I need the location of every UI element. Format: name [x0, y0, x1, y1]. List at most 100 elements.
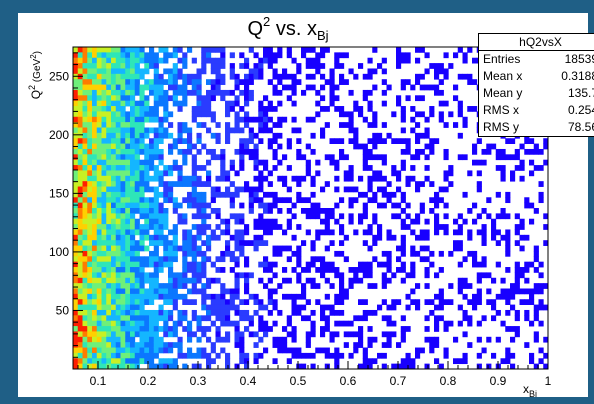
heatmap-cell: [220, 320, 226, 327]
heatmap-cell: [196, 197, 202, 204]
heatmap-cell: [153, 347, 159, 354]
heatmap-cell: [429, 111, 435, 118]
heatmap-cell: [196, 320, 202, 327]
heatmap-cell: [410, 272, 416, 279]
heatmap-cell: [248, 89, 254, 96]
heatmap-cell: [87, 309, 93, 316]
heatmap-cell: [476, 320, 482, 327]
heatmap-cell: [144, 165, 150, 171]
heatmap-cell: [495, 148, 501, 155]
heatmap-cell: [362, 272, 368, 279]
heatmap-cell: [258, 213, 264, 220]
heatmap-cell: [115, 159, 121, 166]
heatmap-cell: [263, 326, 269, 332]
heatmap-cell: [130, 277, 136, 284]
heatmap-cell: [367, 245, 373, 252]
heatmap-cell: [191, 89, 197, 96]
heatmap-cell: [77, 154, 83, 161]
heatmap-cell: [462, 309, 468, 316]
heatmap-cell: [96, 363, 102, 370]
heatmap-cell: [125, 148, 131, 155]
heatmap-cell: [234, 331, 240, 338]
heatmap-cell: [206, 240, 212, 246]
heatmap-cell: [87, 229, 93, 236]
heatmap-cell: [320, 326, 326, 332]
heatmap-cell: [101, 122, 107, 128]
heatmap-cell: [163, 186, 169, 193]
heatmap-cell: [172, 79, 178, 85]
heatmap-cell: [111, 352, 117, 359]
heatmap-cell: [239, 52, 245, 59]
heatmap-cell: [144, 100, 150, 107]
heatmap-cell: [158, 73, 164, 80]
heatmap-cell: [367, 100, 373, 107]
heatmap-cell: [77, 181, 83, 187]
heatmap-cell: [73, 52, 79, 59]
heatmap-cell: [258, 326, 264, 332]
heatmap-cell: [139, 304, 145, 311]
heatmap-cell: [149, 336, 155, 343]
stats-value: 0.254: [567, 103, 594, 117]
heatmap-cell: [372, 336, 378, 343]
heatmap-cell: [277, 224, 283, 230]
heatmap-cell: [139, 191, 145, 198]
heatmap-cell: [153, 186, 159, 193]
heatmap-cell: [106, 277, 112, 284]
heatmap-cell: [524, 288, 530, 295]
heatmap-cell: [277, 159, 283, 166]
heatmap-cell: [92, 277, 98, 284]
heatmap-cell: [405, 304, 411, 311]
heatmap-cell: [77, 326, 83, 332]
heatmap-cell: [505, 299, 511, 305]
heatmap-cell: [87, 154, 93, 161]
heatmap-cell: [182, 229, 188, 236]
heatmap-cell: [272, 358, 278, 365]
heatmap-cell: [353, 331, 359, 338]
heatmap-cell: [115, 57, 121, 64]
heatmap-cell: [353, 272, 359, 279]
heatmap-cell: [343, 111, 349, 118]
heatmap-cell: [111, 245, 117, 252]
heatmap-cell: [514, 224, 520, 230]
heatmap-cell: [510, 283, 516, 289]
heatmap-cell: [229, 127, 235, 134]
heatmap-cell: [286, 358, 292, 365]
heatmap-cell: [229, 256, 235, 263]
heatmap-cell: [210, 116, 216, 123]
heatmap-cell: [115, 326, 121, 332]
heatmap-cell: [111, 181, 117, 187]
heatmap-cell: [149, 165, 155, 171]
heatmap-cell: [334, 106, 340, 112]
heatmap-cell: [149, 293, 155, 300]
heatmap-cell: [87, 277, 93, 284]
heatmap-cell: [234, 186, 240, 193]
heatmap-cell: [153, 234, 159, 241]
heatmap-cell: [101, 79, 107, 85]
heatmap-cell: [438, 363, 444, 370]
heatmap-cell: [286, 320, 292, 327]
heatmap-cell: [514, 309, 520, 316]
heatmap-cell: [125, 208, 131, 214]
heatmap-cell: [111, 197, 117, 204]
heatmap-cell: [239, 309, 245, 316]
heatmap-cell: [144, 293, 150, 300]
heatmap-cell: [182, 245, 188, 252]
heatmap-cell: [187, 288, 193, 295]
heatmap-cell: [514, 148, 520, 155]
heatmap-cell: [101, 352, 107, 359]
heatmap-cell: [73, 218, 79, 225]
heatmap-cell: [286, 197, 292, 204]
heatmap-cell: [120, 148, 126, 155]
heatmap-cell: [144, 52, 150, 59]
heatmap-cell: [443, 352, 449, 359]
heatmap-cell: [505, 154, 511, 161]
heatmap-cell: [448, 170, 454, 177]
heatmap-cell: [481, 240, 487, 246]
heatmap-cell: [125, 132, 131, 139]
heatmap-cell: [130, 181, 136, 187]
heatmap-cell: [239, 148, 245, 155]
heatmap-cell: [400, 224, 406, 230]
heatmap-cell: [153, 63, 159, 69]
heatmap-cell: [168, 326, 174, 332]
heatmap-cell: [358, 143, 364, 150]
